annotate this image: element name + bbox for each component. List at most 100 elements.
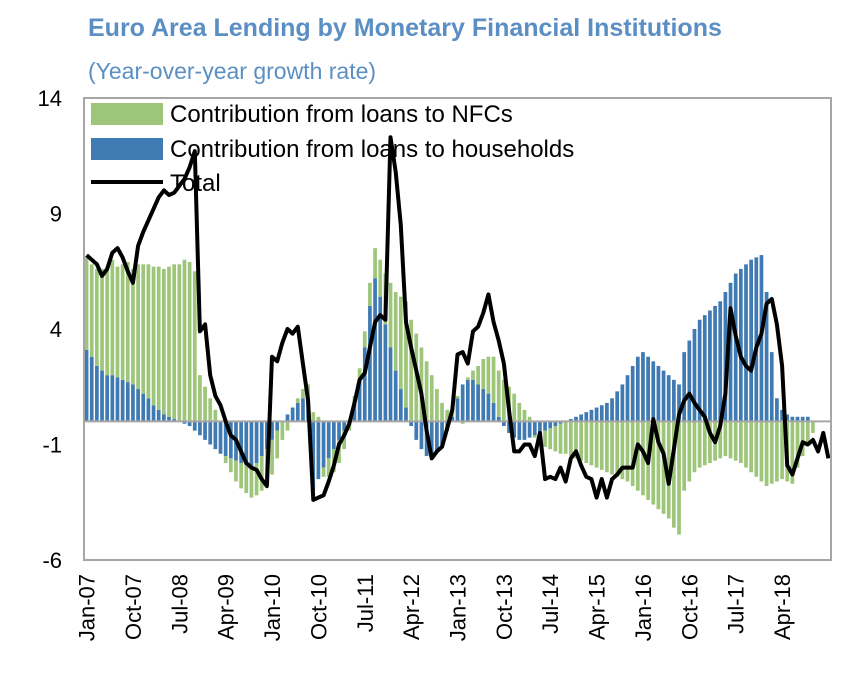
bar-households xyxy=(568,419,573,422)
legend-label-nfc: Contribution from loans to NFCs xyxy=(170,101,513,128)
bar-households xyxy=(337,421,341,440)
bar-households xyxy=(749,259,754,422)
bar-households xyxy=(558,421,563,424)
bar-households xyxy=(285,414,290,422)
bar-nfc xyxy=(769,421,774,484)
bar-households xyxy=(733,273,738,422)
bar-nfc xyxy=(532,435,537,438)
bar-households xyxy=(378,296,383,422)
bar-nfc xyxy=(435,389,439,422)
bar-households xyxy=(697,319,702,422)
x-tick-label: Jul-08 xyxy=(167,574,192,634)
bar-nfc xyxy=(805,421,810,445)
bar-households xyxy=(517,421,522,440)
bar-nfc xyxy=(697,421,702,468)
bar-nfc xyxy=(630,421,635,487)
bar-nfc xyxy=(115,266,120,378)
bar-households xyxy=(775,398,779,422)
bar-households xyxy=(780,409,784,422)
bar-households xyxy=(646,356,650,422)
bar-households xyxy=(208,421,213,445)
bar-households xyxy=(553,421,558,427)
bar-households xyxy=(275,421,280,431)
bar-nfc xyxy=(161,268,166,415)
bar-households xyxy=(532,421,537,436)
x-tick-label: Apr-18 xyxy=(770,574,795,640)
x-tick-label: Oct-07 xyxy=(121,574,146,640)
bar-households xyxy=(301,398,305,422)
bar-households xyxy=(805,416,810,422)
bar-households xyxy=(440,421,444,445)
bar-nfc xyxy=(316,416,321,422)
bar-households xyxy=(228,421,233,459)
y-tick-label: 9 xyxy=(50,202,62,227)
bar-nfc xyxy=(259,456,264,491)
bar-nfc xyxy=(512,393,517,422)
bar-nfc xyxy=(486,356,491,394)
bar-households xyxy=(332,421,336,450)
bar-households xyxy=(131,384,135,422)
bar-nfc xyxy=(728,421,733,459)
bar-nfc xyxy=(326,458,331,477)
bar-households xyxy=(156,409,161,422)
bar-households xyxy=(471,379,475,422)
bar-nfc xyxy=(368,282,372,306)
legend-label-total: Total xyxy=(170,170,221,197)
bar-households xyxy=(198,421,202,436)
bar-nfc xyxy=(404,301,408,408)
bar-households xyxy=(599,405,604,422)
bar-households xyxy=(357,379,362,422)
bar-nfc xyxy=(362,331,367,348)
bar-households xyxy=(295,402,300,422)
bar-households xyxy=(167,416,171,422)
bar-households xyxy=(254,421,259,463)
bar-households xyxy=(136,389,140,422)
bar-households xyxy=(718,301,723,422)
bar-nfc xyxy=(234,460,238,482)
bar-nfc xyxy=(378,259,383,297)
bar-households xyxy=(429,421,434,459)
bar-households xyxy=(100,370,104,422)
bar-nfc xyxy=(285,421,290,431)
bar-nfc xyxy=(393,292,398,371)
bar-nfc xyxy=(429,375,434,422)
bar-nfc xyxy=(517,402,522,422)
bar-nfc xyxy=(754,421,759,477)
bar-households xyxy=(414,421,419,440)
bar-households xyxy=(450,416,455,422)
bar-nfc xyxy=(749,421,754,473)
bar-nfc xyxy=(708,421,712,463)
bar-nfc xyxy=(136,264,140,390)
bar-nfc xyxy=(105,268,110,376)
x-tick-label: Jul-17 xyxy=(724,574,749,634)
bar-households xyxy=(543,421,547,431)
bar-households xyxy=(702,315,707,422)
bar-households xyxy=(419,421,424,450)
bar-nfc xyxy=(759,421,764,482)
bar-nfc xyxy=(84,257,89,350)
bar-nfc xyxy=(579,421,583,461)
bar-nfc xyxy=(527,416,532,422)
bar-households xyxy=(223,421,228,457)
bar-nfc xyxy=(141,264,146,394)
bar-nfc xyxy=(682,421,687,491)
bar-nfc xyxy=(95,268,99,366)
bar-nfc xyxy=(187,262,192,422)
bar-households xyxy=(615,391,620,422)
bars-layer xyxy=(84,248,815,535)
bar-households xyxy=(476,384,480,422)
bar-nfc xyxy=(651,421,656,505)
bar-nfc xyxy=(615,421,620,477)
bar-households xyxy=(368,305,372,422)
bar-nfc xyxy=(321,467,326,477)
bar-nfc xyxy=(620,421,625,480)
bar-households xyxy=(491,402,496,422)
bar-nfc xyxy=(738,421,743,463)
x-tick-label: Oct-16 xyxy=(677,574,702,640)
y-tick-label: -1 xyxy=(42,433,62,458)
bar-nfc xyxy=(558,423,563,454)
bar-nfc xyxy=(548,428,553,450)
bar-nfc xyxy=(811,421,815,433)
bar-nfc xyxy=(254,462,259,496)
bar-nfc xyxy=(156,266,161,410)
